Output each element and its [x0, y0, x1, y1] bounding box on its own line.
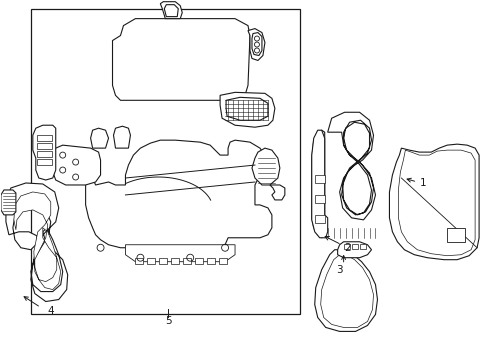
Text: 2: 2	[344, 243, 351, 253]
Bar	[315, 215, 325, 223]
Polygon shape	[6, 183, 68, 302]
Polygon shape	[91, 128, 108, 148]
Polygon shape	[328, 112, 375, 220]
Bar	[31, 9, 300, 315]
Polygon shape	[1, 190, 16, 215]
Bar	[147, 258, 155, 264]
Bar	[207, 258, 215, 264]
Bar	[315, 175, 325, 183]
Text: 5: 5	[165, 316, 172, 327]
Bar	[37, 135, 52, 141]
Bar	[343, 244, 349, 249]
Polygon shape	[270, 185, 285, 200]
Polygon shape	[114, 126, 130, 148]
Bar	[172, 258, 179, 264]
Bar	[37, 159, 52, 165]
Text: 3: 3	[336, 265, 343, 275]
Polygon shape	[113, 19, 250, 100]
Polygon shape	[14, 192, 61, 289]
Bar	[447, 228, 465, 242]
Polygon shape	[316, 137, 322, 225]
Polygon shape	[390, 144, 479, 260]
Polygon shape	[312, 130, 328, 238]
Polygon shape	[33, 125, 56, 180]
Polygon shape	[338, 242, 371, 258]
Polygon shape	[86, 140, 272, 260]
Polygon shape	[315, 250, 377, 332]
Bar	[37, 151, 52, 157]
Polygon shape	[125, 245, 235, 262]
Polygon shape	[160, 2, 182, 19]
Polygon shape	[226, 97, 268, 120]
Bar	[37, 143, 52, 149]
Bar	[183, 258, 191, 264]
Text: 1: 1	[420, 178, 427, 188]
Polygon shape	[53, 145, 100, 185]
Bar	[360, 244, 366, 249]
Polygon shape	[398, 150, 475, 256]
Polygon shape	[220, 92, 275, 127]
Bar	[159, 258, 167, 264]
Polygon shape	[248, 28, 265, 60]
Bar	[195, 258, 203, 264]
Polygon shape	[164, 5, 178, 17]
Polygon shape	[252, 148, 280, 185]
Polygon shape	[252, 32, 262, 55]
Bar	[219, 258, 227, 264]
Polygon shape	[312, 130, 325, 238]
Text: 4: 4	[48, 306, 54, 316]
Bar	[135, 258, 144, 264]
Polygon shape	[321, 254, 373, 328]
Bar	[315, 195, 325, 203]
Bar	[352, 244, 358, 249]
